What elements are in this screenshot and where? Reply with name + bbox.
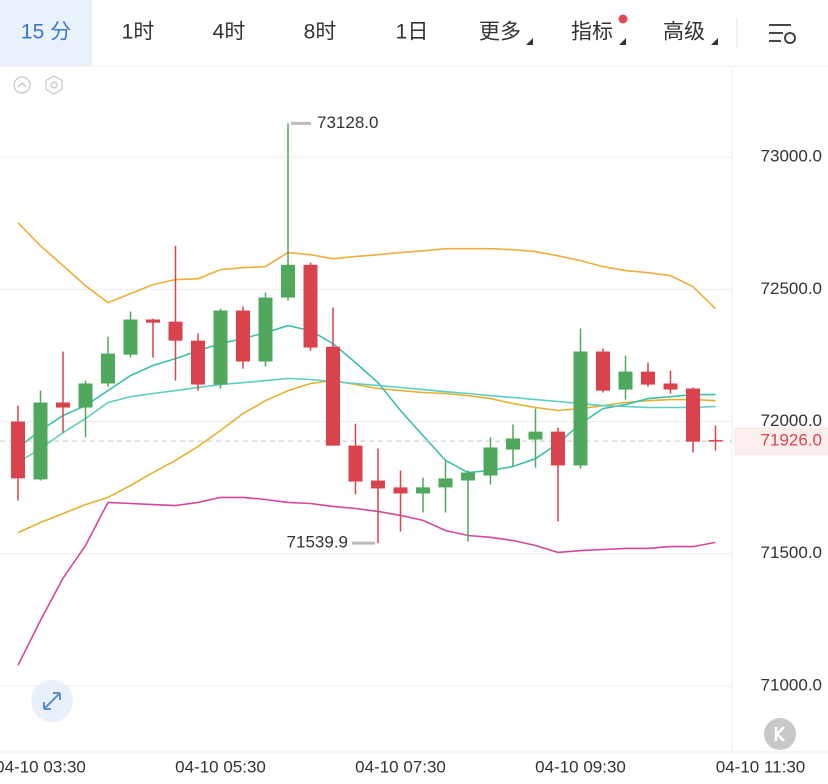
indicator-line <box>17 379 716 534</box>
plot: 71000.0 71500.0 72000.0 72500.0 73000.0 04-10… <box>0 113 828 776</box>
candle-body <box>11 421 25 479</box>
candle-body <box>303 264 318 348</box>
y-tick-label: 73000.0 <box>761 147 822 166</box>
candle-body <box>438 478 453 488</box>
candle-body <box>483 447 498 476</box>
dropdown-caret <box>526 38 533 45</box>
candle-body <box>416 487 430 494</box>
candle-body <box>708 440 723 442</box>
x-tick-label: 04-10 05:30 <box>175 757 266 776</box>
candle-body <box>146 319 160 323</box>
high-marker-label: 73128.0 <box>317 113 378 132</box>
dropdown-caret <box>619 38 626 45</box>
tab[interactable]: 15 分 <box>21 21 71 44</box>
candle-body <box>551 431 565 466</box>
x-tick-label: 04-10 09:30 <box>535 757 626 776</box>
x-tick-label: 04-10 03:30 <box>0 757 86 776</box>
collapse-icon-arrow <box>17 82 27 88</box>
candle-body <box>191 340 205 385</box>
tab[interactable]: 高级 <box>663 21 705 44</box>
last-price-tag <box>734 427 828 456</box>
candle-body <box>641 371 655 385</box>
y-tick-label: 71000.0 <box>761 675 822 694</box>
candle-body <box>281 264 295 298</box>
settings-hex-center <box>50 81 58 89</box>
candle-body <box>393 487 408 494</box>
candle-body <box>348 445 363 482</box>
candle-body <box>573 351 588 466</box>
collapse-icon[interactable] <box>13 76 31 94</box>
y-tick-label: 71500.0 <box>761 543 822 562</box>
y-tick-label: 72500.0 <box>761 279 822 298</box>
candle-body <box>33 402 48 480</box>
candle-body <box>236 310 250 362</box>
last-price-label: 71926.0 <box>761 431 822 450</box>
tab[interactable]: 4时 <box>213 21 246 44</box>
settings-icon[interactable] <box>769 24 796 44</box>
candle-body <box>101 353 115 384</box>
candle-body <box>56 402 70 408</box>
candle-body <box>618 371 633 390</box>
kline-icon <box>774 726 785 742</box>
candle-body <box>258 297 273 362</box>
candle-body <box>326 346 340 446</box>
candle-body <box>686 388 700 442</box>
candle-body <box>528 431 543 440</box>
candle-body <box>78 383 93 408</box>
candle-body <box>371 480 385 489</box>
indicator-line <box>17 324 716 474</box>
expand-icon <box>43 692 61 710</box>
indicator-line <box>17 496 716 666</box>
tab[interactable]: 8时 <box>304 21 337 44</box>
candle-body <box>213 310 228 385</box>
dropdown-caret <box>711 38 718 45</box>
candle-body <box>596 351 610 391</box>
tab[interactable]: 1时 <box>122 21 155 44</box>
candle-body <box>168 321 183 341</box>
tab[interactable]: 更多 <box>479 21 521 44</box>
settings-hex-icon[interactable] <box>45 75 63 95</box>
notification-dot <box>618 14 628 24</box>
selected-tab-bg <box>0 0 92 66</box>
x-tick-label: 04-10 11:30 <box>716 757 805 776</box>
tab[interactable]: 指标 <box>571 21 613 44</box>
indicator-line <box>17 222 717 310</box>
tab[interactable]: 1日 <box>396 21 429 44</box>
candle-body <box>506 438 520 450</box>
candle-body <box>663 383 678 390</box>
kline-button[interactable] <box>764 718 796 750</box>
y-tick-label: 72000.0 <box>761 411 822 430</box>
low-marker-label: 71539.9 <box>287 533 348 552</box>
x-tick-label: 04-10 07:30 <box>355 757 446 776</box>
candle-body <box>123 319 138 355</box>
candle-body <box>461 472 475 481</box>
indicator-line <box>17 377 716 464</box>
